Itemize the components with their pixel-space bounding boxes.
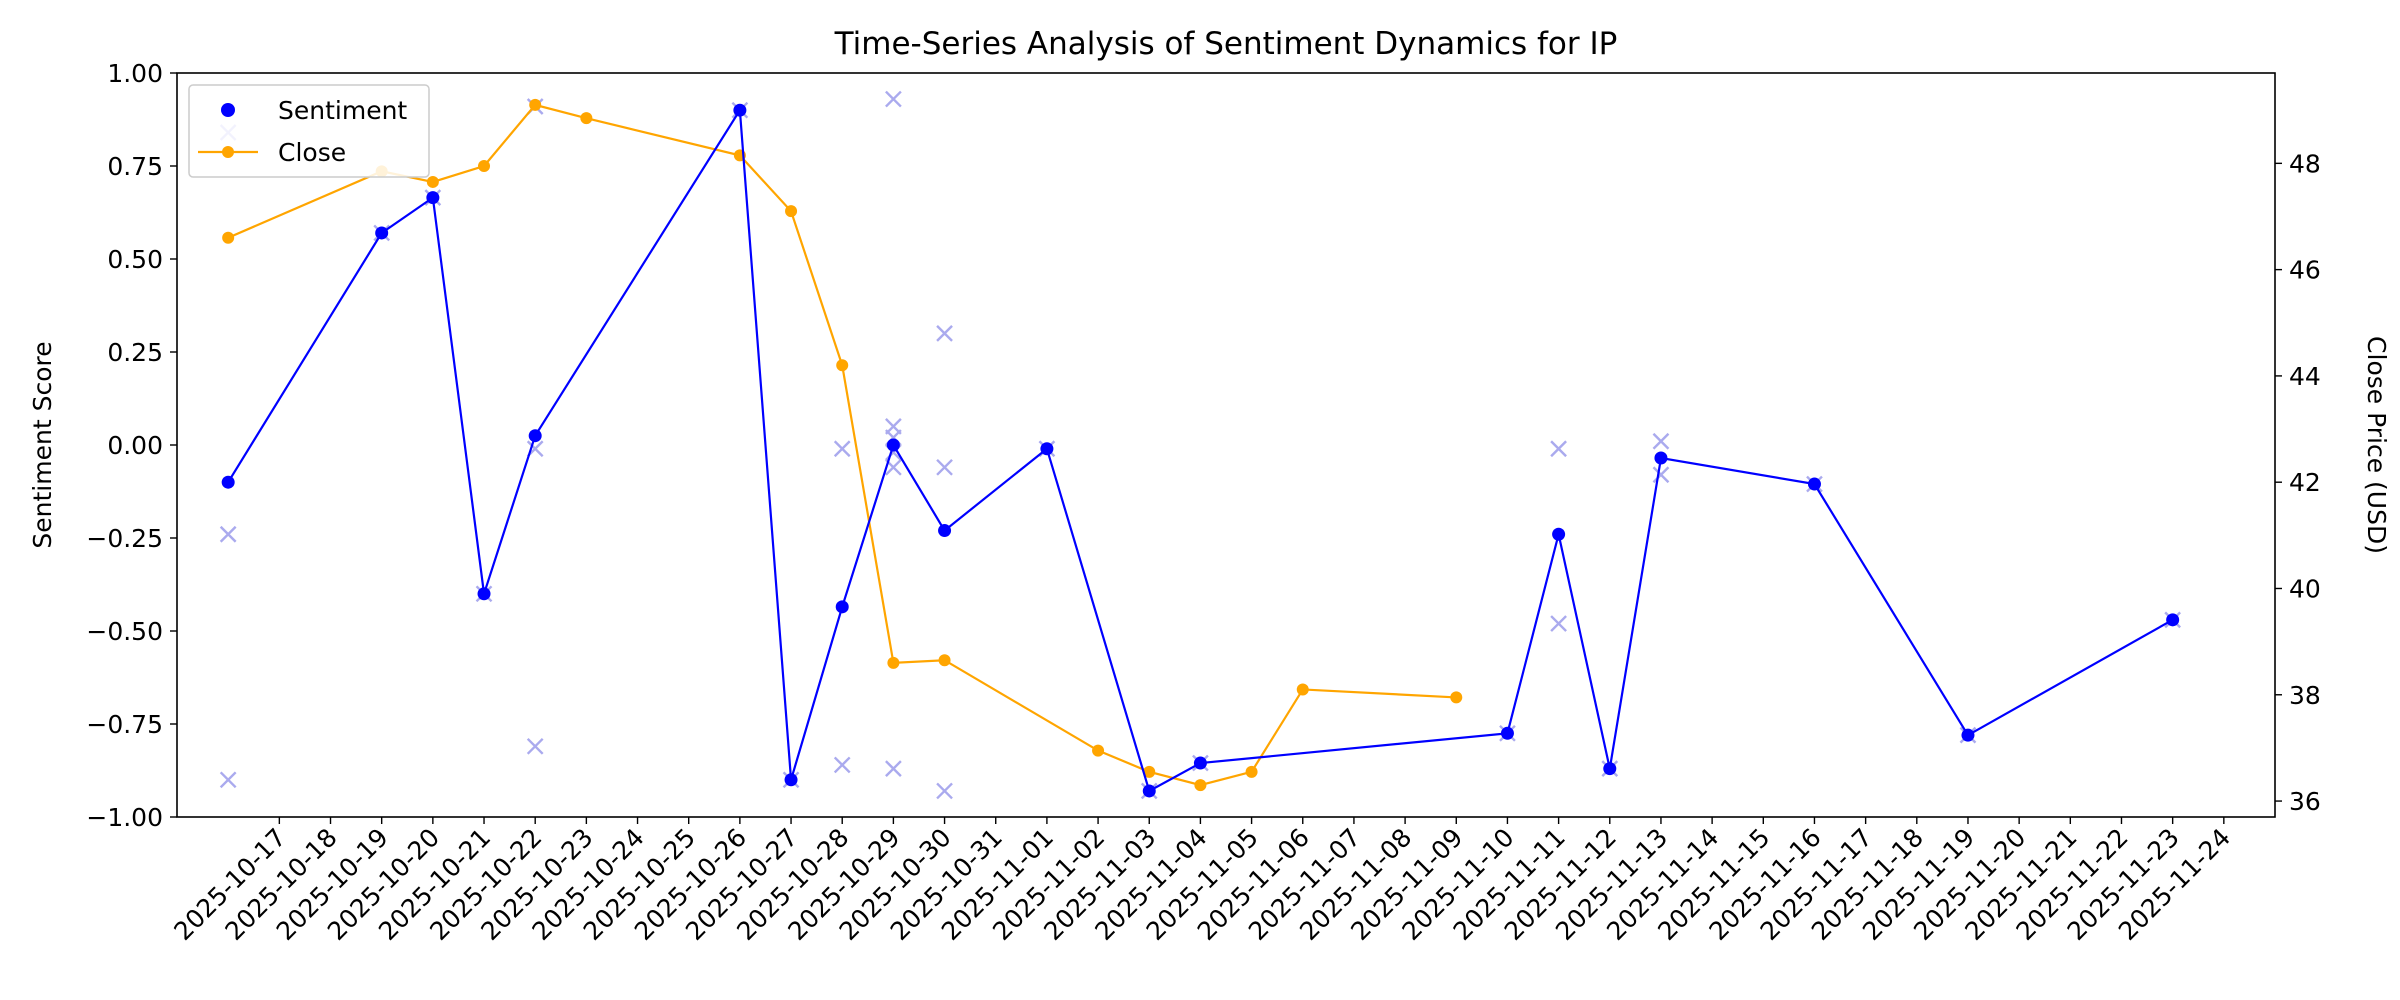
close-point [1296,683,1309,696]
y-tick-label-left: 1.00 [107,59,163,88]
sentiment-point [1193,756,1207,770]
close-point [529,98,542,111]
sentiment-point [1040,442,1054,456]
sentiment-point [2166,613,2180,627]
individual-sentiment-point [936,458,953,476]
close-point [580,112,593,125]
legend-sentiment-label: Sentiment [278,96,407,125]
close-point [478,160,491,172]
sentiment-point [938,524,952,538]
plot-frame [176,72,2276,818]
individual-sentiment-point [526,737,544,755]
individual-sentiment-point [833,440,851,458]
sentiment-point [1603,762,1617,776]
close-point [1143,765,1156,778]
sentiment-point [1654,451,1668,465]
y-tick-label-left: −0.75 [86,710,163,739]
individual-sentiment-point [885,90,902,108]
close-point [1092,744,1105,757]
close-point [938,654,951,667]
y-tick-label-right: 42 [2289,468,2321,497]
individual-sentiment-point [936,325,953,342]
individual-sentiment-point [885,760,902,777]
sentiment-point [1961,728,1975,742]
y-tick-label-left: 0.75 [107,152,163,181]
sentiment-point [784,773,798,787]
sentiment-point [1552,527,1566,541]
y-tick-label-right: 38 [2289,681,2321,710]
close-point [426,175,439,188]
sentiment-point [477,587,491,601]
close-point [222,231,235,244]
y-tick-label-left: −1.00 [86,803,163,832]
sentiment-point [1807,477,1821,491]
legend-sentiment-marker [221,103,235,117]
close-point [785,205,798,218]
individual-sentiment-point [833,756,851,774]
y-axis-title-left: Sentiment Score [28,341,57,548]
y-tick-label-right: 40 [2289,574,2321,603]
y-tick-label-left: 0.25 [107,338,163,367]
individual-sentiment-point [219,525,237,543]
sentiment-point [528,429,542,443]
y-axis-title-right: Close Price (USD) [2362,336,2391,554]
y-tick-label-right: 44 [2289,362,2321,391]
sentiment-point [1142,784,1156,798]
individual-sentiment-point [1550,615,1567,632]
individual-sentiment-point [1550,440,1567,458]
sentiment-series-line [227,106,2174,793]
axis-ticks-layer: 1.00 0.75 0.50 0.25 0.00 −0.25 −0.50 −0.75 −1.00… [86,59,2320,946]
sentiment-point [733,103,747,117]
y-tick-label-left: −0.25 [86,524,163,553]
close-point [887,656,900,669]
individual-sentiment-point [936,782,953,800]
close-point [1245,765,1258,778]
sentiment-point [221,475,235,489]
y-tick-label-left: −0.50 [86,617,163,646]
sentiment-point [1500,726,1514,740]
y-tick-label-left: 0.50 [107,245,163,274]
close-point [836,359,849,372]
legend: Sentiment Close [188,84,430,178]
close-point [1194,779,1207,792]
y-tick-label-right: 46 [2289,256,2321,285]
individual-sentiment-point [1652,432,1670,450]
legend-close-marker [222,146,234,158]
y-tick-label-right: 48 [2289,149,2321,178]
close-point [1450,691,1463,704]
chart-title: Time-Series Analysis of Sentiment Dynami… [834,26,1618,62]
sentiment-point [375,226,389,240]
legend-box [188,84,430,178]
sentiment-point [835,600,849,614]
legend-close-label: Close [278,138,346,167]
individual-sentiment-point [1652,466,1670,484]
individual-sentiment-point [219,771,237,789]
sentiment-point [886,438,900,452]
sentiment-point [426,191,440,205]
y-tick-label-left: 0.00 [107,431,163,460]
y-tick-label-right: 36 [2289,787,2321,816]
